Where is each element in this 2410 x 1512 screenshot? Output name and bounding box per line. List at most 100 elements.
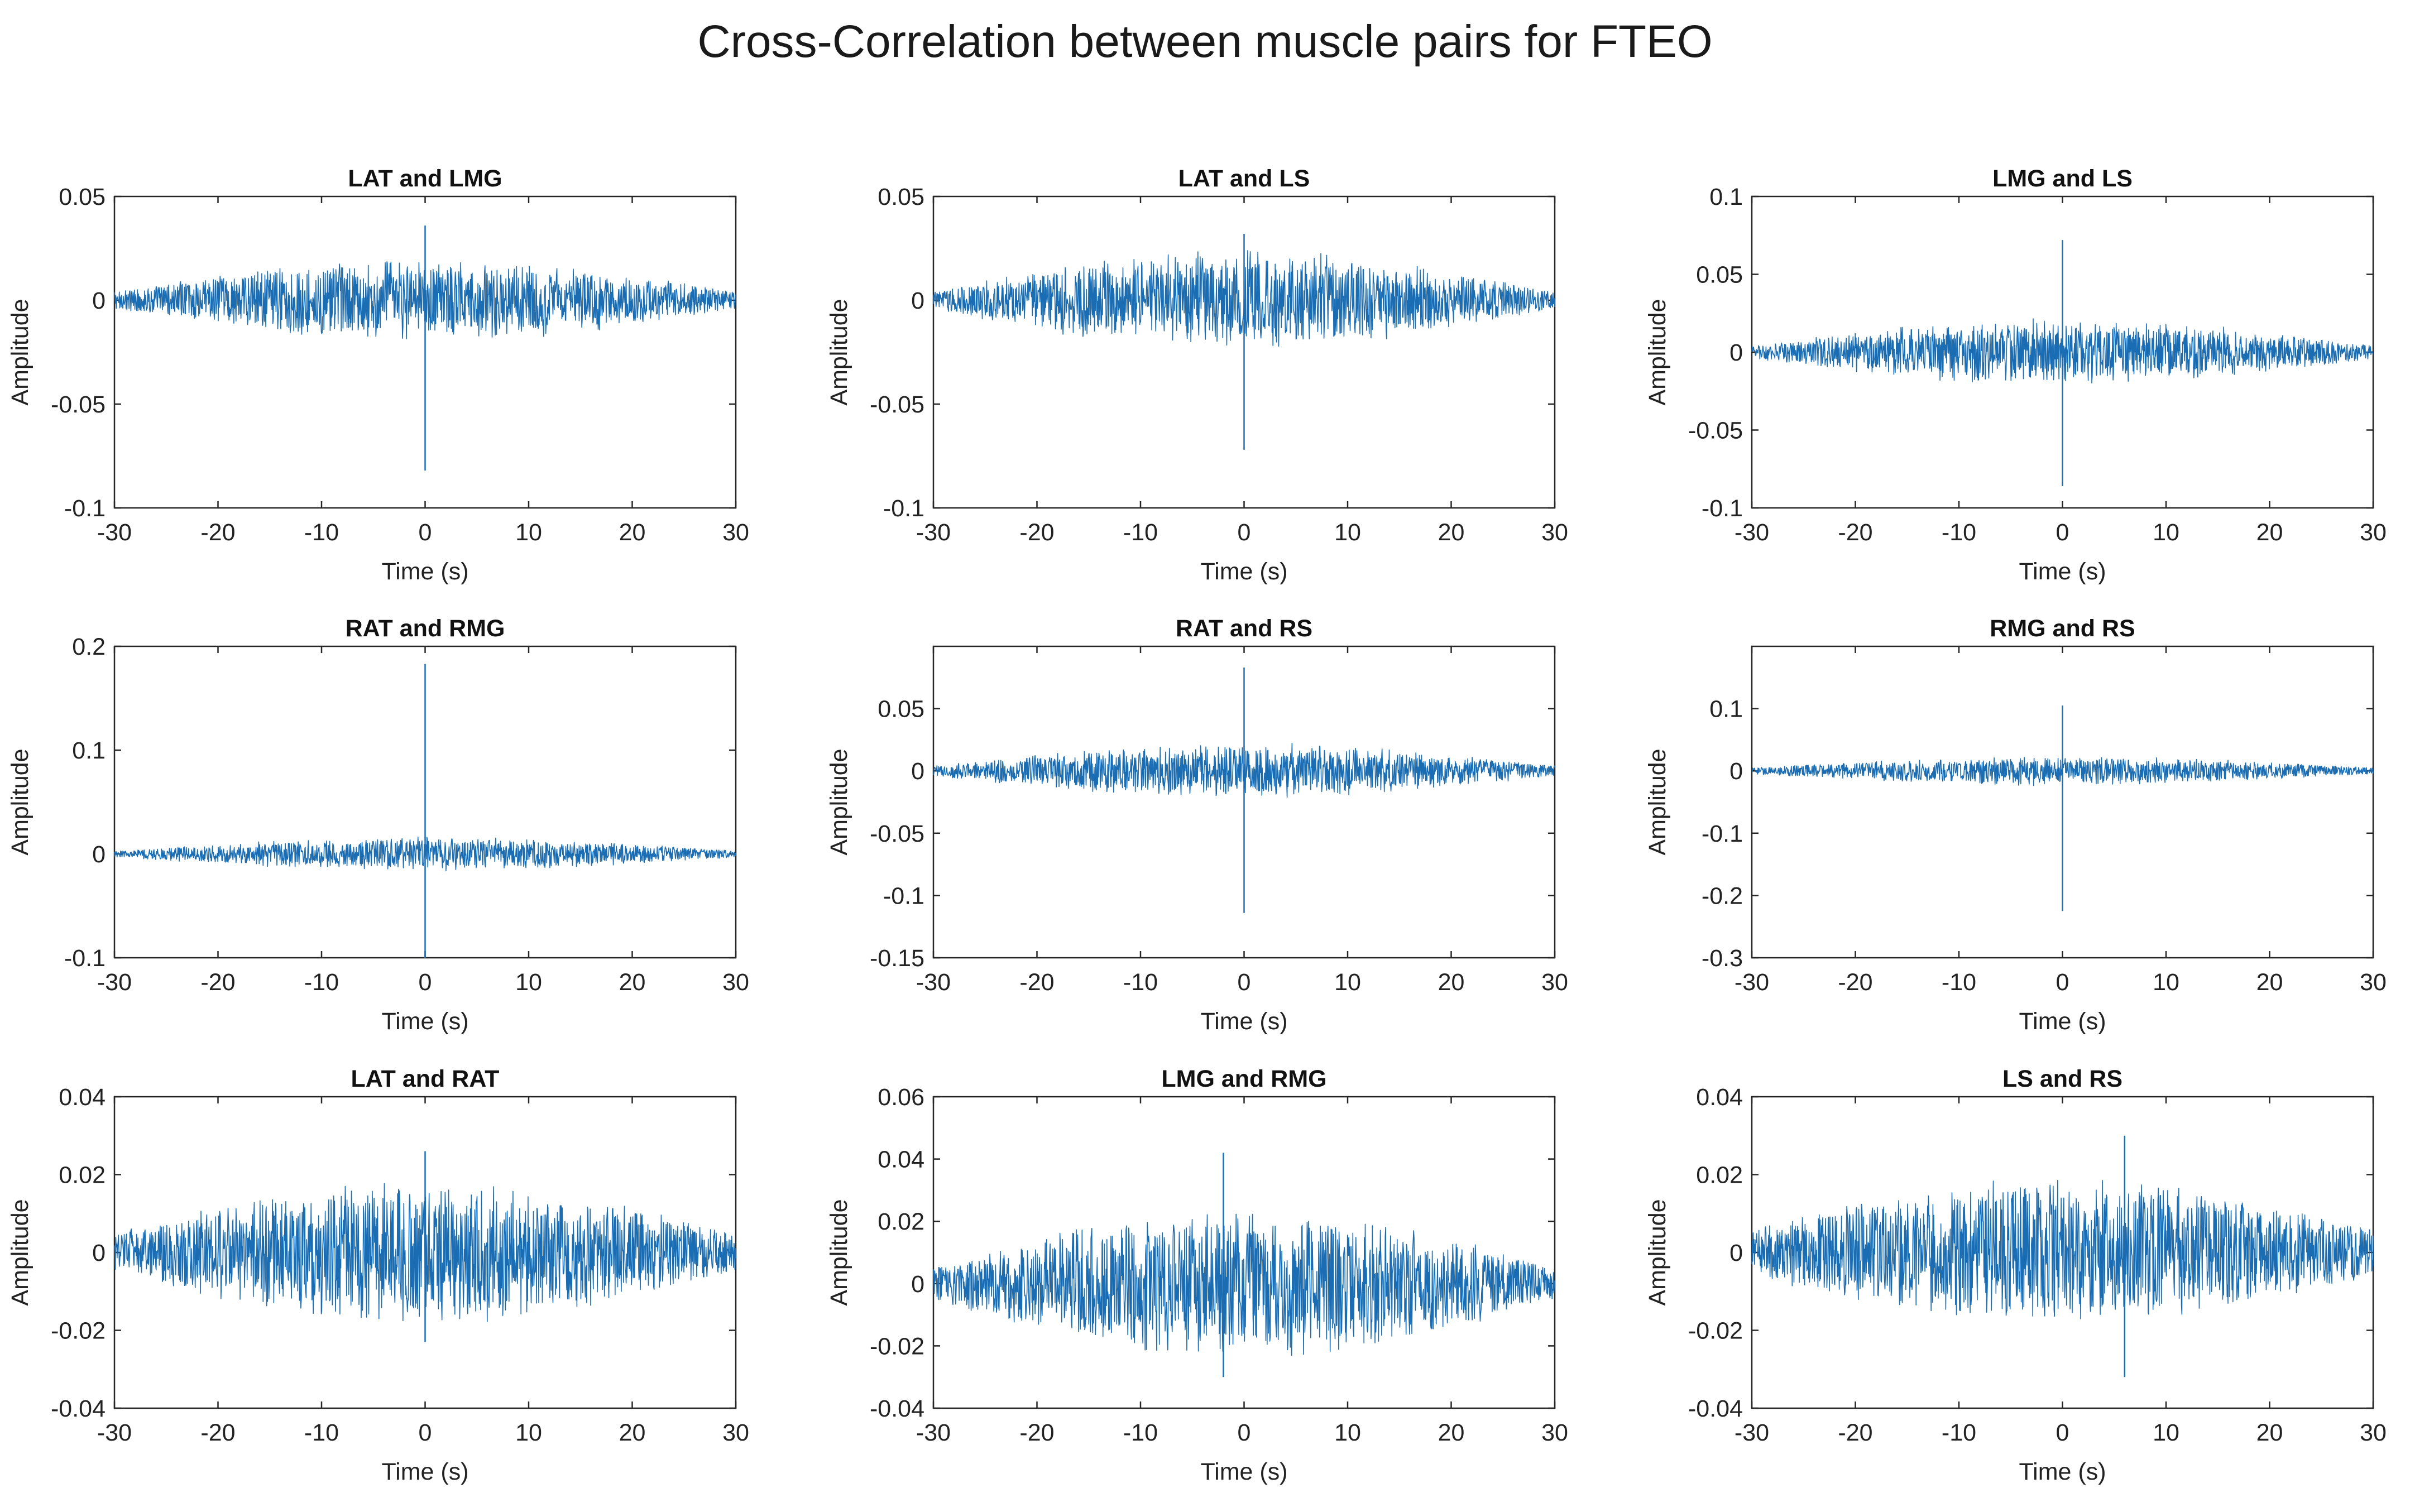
subplot-title: RAT and RS <box>1176 615 1312 642</box>
y-axis-label: Amplitude <box>7 1199 33 1305</box>
x-tick-label: 10 <box>1334 519 1361 546</box>
y-tick-label: -0.2 <box>1702 882 1743 909</box>
y-tick-label: -0.1 <box>883 882 924 909</box>
x-axis-label: Time (s) <box>2019 1008 2106 1035</box>
y-tick-label: 0 <box>92 1240 106 1266</box>
y-tick-label: 0.04 <box>1696 1084 1743 1111</box>
x-tick-label: 10 <box>515 1419 542 1446</box>
y-tick-label: -0.04 <box>51 1395 106 1422</box>
x-tick-label: 30 <box>1541 519 1568 546</box>
x-tick-label: -10 <box>1123 519 1158 546</box>
x-tick-label: 10 <box>2153 969 2179 996</box>
y-tick-label: 0.02 <box>1696 1162 1743 1189</box>
x-tick-label: 20 <box>619 519 646 546</box>
x-tick-label: -30 <box>1735 969 1769 996</box>
x-tick-label: -10 <box>1942 1419 1976 1446</box>
y-tick-label: 0.2 <box>72 633 106 660</box>
y-tick-label: -0.1 <box>883 495 924 522</box>
x-tick-label: 0 <box>419 519 432 546</box>
subplot-rat-rs: RAT and RS -30 -20 -10 0 10 20 30 -0.15 -0.1 -0.05… <box>826 615 1568 1035</box>
y-tick-label: 0.05 <box>59 184 106 210</box>
x-tick-label: -10 <box>1123 1419 1158 1446</box>
subplot-lat-ls: LAT and LS -30 -20 -10 0 10 20 30 -0.1 -0.05 0 0.05… <box>826 165 1568 585</box>
x-tick-label: 10 <box>1334 969 1361 996</box>
x-tick-label: 0 <box>2056 1419 2069 1446</box>
x-tick-label: 30 <box>722 1419 749 1446</box>
subplot-title: LMG and LS <box>1992 165 2133 192</box>
x-tick-label: 20 <box>2256 1419 2283 1446</box>
y-tick-label: 0 <box>92 287 106 314</box>
y-axis-label: Amplitude <box>826 1199 852 1305</box>
x-tick-label: -10 <box>304 519 339 546</box>
y-axis-label: Amplitude <box>7 748 33 855</box>
y-tick-label: -0.02 <box>870 1333 924 1360</box>
y-tick-label: 0.05 <box>1696 262 1743 289</box>
x-axis-label: Time (s) <box>2019 558 2106 585</box>
y-tick-label: 0.02 <box>59 1162 106 1189</box>
x-tick-label: 10 <box>515 969 542 996</box>
x-tick-label: -20 <box>1838 519 1872 546</box>
x-tick-label: 30 <box>2360 969 2387 996</box>
x-tick-label: 0 <box>419 969 432 996</box>
subplot-title: LS and RS <box>2002 1065 2122 1092</box>
x-tick-label: 30 <box>722 519 749 546</box>
y-tick-label: 0.1 <box>1709 184 1743 210</box>
x-tick-label: 10 <box>515 519 542 546</box>
y-tick-label: 0.1 <box>1709 696 1743 723</box>
x-tick-label: -20 <box>1019 519 1054 546</box>
x-tick-label: 0 <box>1238 519 1251 546</box>
y-axis-label: Amplitude <box>826 299 852 405</box>
x-tick-label: 30 <box>1541 969 1568 996</box>
y-axis-label: Amplitude <box>7 299 33 405</box>
x-tick-label: 20 <box>619 969 646 996</box>
y-tick-label: 0 <box>911 758 924 785</box>
subplot-title: RMG and RS <box>1990 615 2135 642</box>
x-tick-label: 10 <box>1334 1419 1361 1446</box>
correlation-series-line <box>1751 1180 2374 1319</box>
x-tick-label: -30 <box>97 1419 132 1446</box>
x-tick-label: 0 <box>2056 519 2069 546</box>
x-tick-label: 10 <box>2153 1419 2179 1446</box>
x-tick-label: -20 <box>1838 1419 1872 1446</box>
y-tick-label: 0.05 <box>878 696 924 723</box>
subplot-lmg-rmg: LMG and RMG -30 -20 -10 0 10 20 30 -0.04 -0.02 0 0.… <box>826 1065 1568 1485</box>
y-tick-label: 0 <box>1729 758 1743 785</box>
y-tick-label: 0.02 <box>878 1208 924 1235</box>
x-tick-label: -30 <box>916 969 951 996</box>
x-tick-label: -10 <box>1123 969 1158 996</box>
x-tick-label: -30 <box>1735 519 1769 546</box>
y-tick-label: 0.1 <box>72 737 106 764</box>
x-tick-label: -30 <box>97 519 132 546</box>
y-tick-label: -0.05 <box>1688 417 1743 444</box>
x-tick-label: 20 <box>1438 519 1465 546</box>
y-axis-label: Amplitude <box>826 748 852 855</box>
y-tick-label: -0.05 <box>51 391 106 418</box>
y-tick-label: -0.3 <box>1702 945 1743 972</box>
x-tick-label: 30 <box>2360 1419 2387 1446</box>
x-tick-label: -30 <box>1735 1419 1769 1446</box>
x-tick-label: -20 <box>200 519 235 546</box>
x-tick-label: -30 <box>916 1419 951 1446</box>
x-tick-label: 0 <box>2056 969 2069 996</box>
x-tick-label: 30 <box>2360 519 2387 546</box>
x-axis-label: Time (s) <box>381 558 468 585</box>
subplot-title: LAT and RAT <box>351 1065 500 1092</box>
y-tick-label: -0.1 <box>1702 495 1743 522</box>
subplot-rmg-rs: RMG and RS -30 -20 -10 0 10 20 30 -0.3 -0.2 -0.1 0 0… <box>1644 615 2387 1035</box>
x-axis-label: Time (s) <box>381 1458 468 1485</box>
x-tick-label: -20 <box>200 969 235 996</box>
subplot-title: LAT and LS <box>1178 165 1310 192</box>
y-tick-label: 0 <box>911 1271 924 1298</box>
y-tick-label: -0.02 <box>1688 1318 1743 1345</box>
x-tick-label: -30 <box>97 969 132 996</box>
x-tick-label: 30 <box>722 969 749 996</box>
y-tick-label: -0.04 <box>1688 1395 1743 1422</box>
x-axis-label: Time (s) <box>1200 558 1287 585</box>
y-tick-label: -0.1 <box>1702 820 1743 847</box>
x-tick-label: -20 <box>1019 969 1054 996</box>
y-axis-label: Amplitude <box>1644 748 1671 855</box>
x-tick-label: 20 <box>1438 1419 1465 1446</box>
y-tick-label: 0 <box>1729 339 1743 366</box>
y-tick-label: -0.02 <box>51 1318 106 1345</box>
